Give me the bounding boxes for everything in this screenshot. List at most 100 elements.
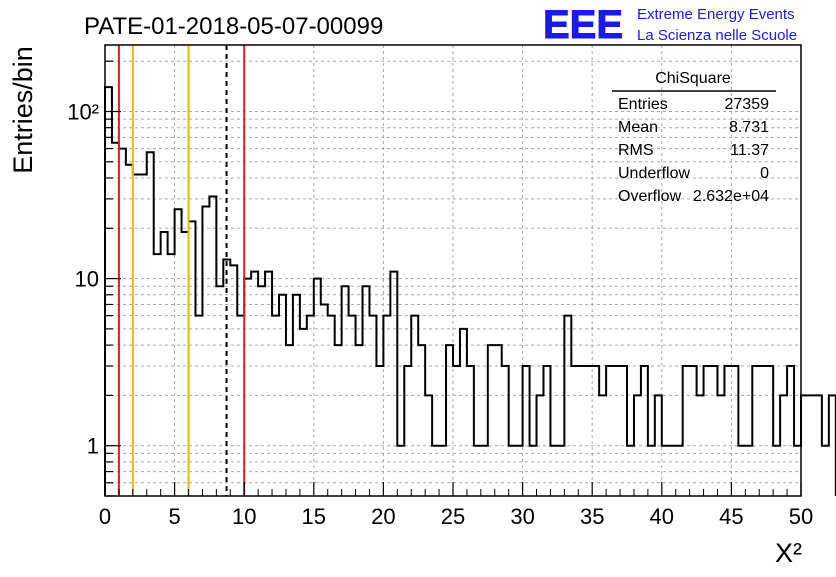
- histogram-bin: [418, 345, 425, 496]
- histogram-bin: [126, 165, 133, 496]
- histogram-bin: [112, 143, 119, 496]
- stats-mean-value: 8.731: [729, 119, 769, 136]
- histogram-bin: [794, 446, 801, 496]
- histogram-bin: [168, 254, 175, 496]
- histogram-bin: [133, 174, 140, 496]
- histogram-bin: [349, 316, 356, 496]
- histogram-bin: [432, 446, 439, 496]
- histogram-bin: [258, 286, 265, 496]
- histogram-bin: [300, 329, 307, 496]
- histogram-bin: [773, 446, 780, 496]
- histogram-bin: [599, 395, 606, 496]
- stats-box: ChiSquare Entries 27359 Mean 8.731 RMS 1…: [612, 70, 776, 205]
- histogram-bin: [265, 272, 272, 496]
- histogram-bin: [439, 446, 446, 496]
- histogram-bin: [592, 366, 599, 496]
- histogram-bin: [314, 279, 321, 496]
- histogram-bin: [474, 446, 481, 496]
- histogram-bin: [216, 286, 223, 496]
- x-tick-label: 50: [789, 504, 813, 529]
- histogram-bin: [745, 446, 752, 496]
- histogram-bin: [383, 316, 390, 496]
- histogram-bin: [328, 316, 335, 496]
- histogram-bin: [543, 366, 550, 496]
- histogram-bin: [530, 446, 537, 496]
- histogram-bin: [175, 209, 182, 496]
- y-tick-label: 10: [75, 267, 99, 292]
- histogram-bin: [822, 446, 829, 496]
- histogram-bin: [759, 366, 766, 496]
- histogram-bin: [557, 446, 564, 496]
- histogram-bin: [669, 446, 676, 496]
- x-tick-label: 20: [371, 504, 395, 529]
- histogram-bin: [704, 366, 711, 496]
- x-tick-label: 5: [168, 504, 180, 529]
- histogram-layer: [104, 86, 836, 496]
- histogram-bin: [585, 366, 592, 496]
- histogram-outline: [104, 86, 836, 496]
- axes-layer: 0 5 10 15 20 25 30 35 40 45 50 1 10 10²: [67, 44, 813, 529]
- histogram-bin: [356, 345, 363, 496]
- histogram-bin: [766, 366, 773, 496]
- x-tick-label: 15: [302, 504, 326, 529]
- histogram-bin: [189, 221, 196, 496]
- histogram-bin: [195, 316, 202, 496]
- x-tick-label: 25: [441, 504, 465, 529]
- histogram-bin: [801, 395, 808, 496]
- x-tick-label: 45: [719, 504, 743, 529]
- histogram-bin: [230, 265, 237, 496]
- histogram-bin: [537, 395, 544, 496]
- histogram-bin: [738, 446, 745, 496]
- histogram-bin: [697, 395, 704, 496]
- histogram-bin: [717, 395, 724, 496]
- x-tick-label: 30: [510, 504, 534, 529]
- histogram-bin: [453, 366, 460, 496]
- histogram-bin: [342, 286, 349, 496]
- histogram-bin: [724, 366, 731, 496]
- histogram-bin: [571, 366, 578, 496]
- histogram-bin: [147, 152, 154, 496]
- stats-underflow-label: Underflow: [618, 165, 690, 182]
- eee-logo: EEE: [543, 3, 623, 47]
- histogram-bin: [690, 366, 697, 496]
- histogram-bin: [711, 366, 718, 496]
- stats-entries-label: Entries: [618, 96, 668, 113]
- histogram-bin: [397, 446, 404, 496]
- stats-mean-label: Mean: [618, 119, 658, 136]
- histogram-bin: [182, 232, 189, 496]
- histogram-bin: [683, 366, 690, 496]
- stats-rms-label: RMS: [618, 142, 654, 159]
- histogram-bin: [655, 395, 662, 496]
- histogram-bin: [154, 254, 161, 496]
- stats-rms-value: 11.37: [730, 142, 769, 159]
- histogram-bin: [627, 446, 634, 496]
- histogram-bin: [731, 366, 738, 496]
- histogram-bin: [780, 395, 787, 496]
- x-tick-label: 10: [232, 504, 256, 529]
- histogram-bin: [140, 174, 147, 496]
- histogram-bin: [293, 295, 300, 496]
- histogram-bin: [446, 345, 453, 496]
- histogram-bin: [119, 149, 126, 496]
- chart-title: PATE-01-2018-05-07-00099: [84, 13, 383, 40]
- histogram-bin: [606, 366, 613, 496]
- histogram-bin: [411, 316, 418, 496]
- histogram-bin: [467, 366, 474, 496]
- histogram-bin: [335, 345, 342, 496]
- histogram-bin: [286, 345, 293, 496]
- x-axis-title: X²: [775, 538, 802, 568]
- stats-entries-value: 27359: [725, 96, 770, 113]
- histogram-bin: [613, 366, 620, 496]
- marker-lines-layer: [117, 45, 246, 496]
- histogram-bin: [509, 446, 516, 496]
- histogram-bin: [787, 366, 794, 496]
- histogram-bin: [550, 446, 557, 496]
- histogram-bin: [516, 446, 523, 496]
- histogram-bin: [369, 316, 376, 496]
- logo-line2: La Scienza nelle Scuole: [637, 27, 797, 44]
- x-tick-label: 35: [580, 504, 604, 529]
- histogram-bin: [676, 446, 683, 496]
- x-tick-label: 0: [99, 504, 111, 529]
- histogram-bin: [272, 316, 279, 496]
